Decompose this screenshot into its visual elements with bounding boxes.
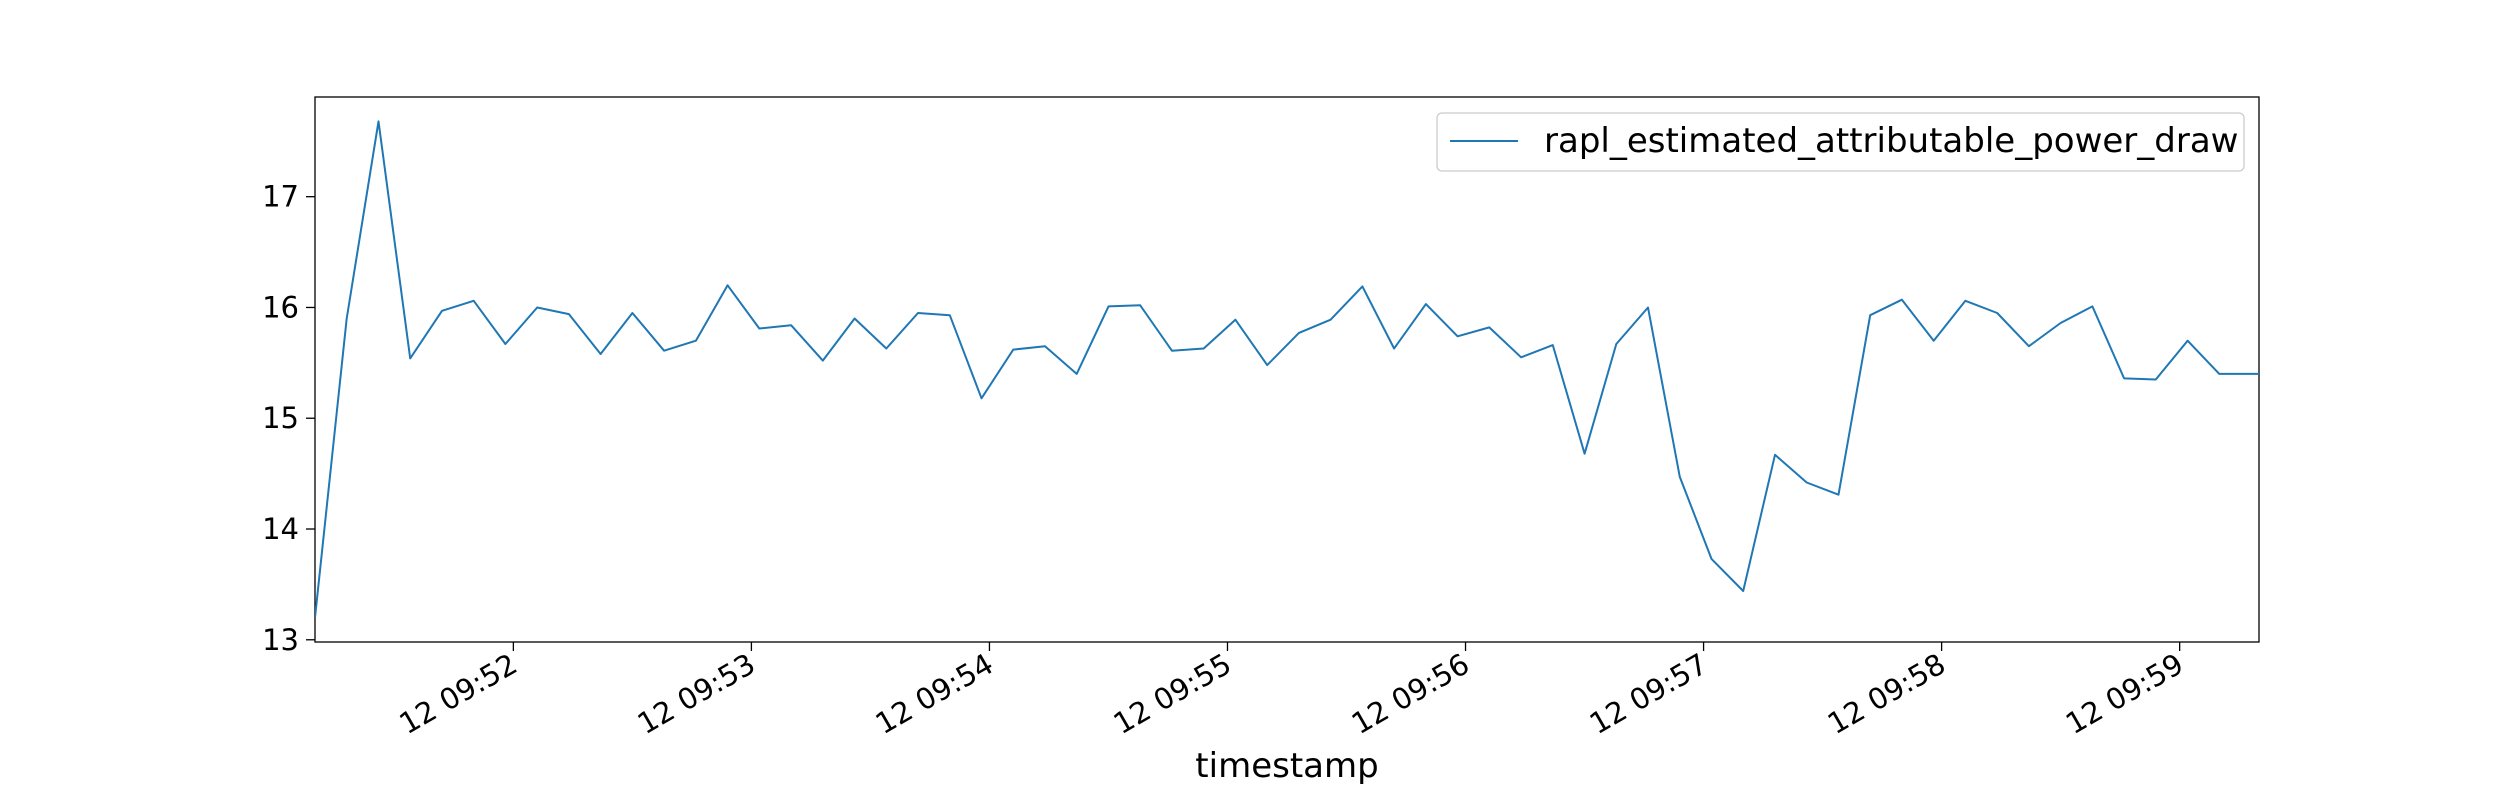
x-tick-label: 12 09:58 xyxy=(1822,647,1951,741)
x-axis-label: timestamp xyxy=(1195,746,1378,786)
plot-area xyxy=(314,96,2260,643)
x-tick-label: 12 09:56 xyxy=(1346,647,1475,741)
y-tick-label: 14 xyxy=(262,512,299,546)
x-tick-label: 12 09:53 xyxy=(632,647,761,741)
legend-label: rapl_estimated_attributable_power_draw xyxy=(1544,121,2239,161)
y-tick-label: 13 xyxy=(262,623,299,657)
x-tick-label: 12 09:57 xyxy=(1584,647,1713,741)
legend-box xyxy=(1436,112,2245,172)
y-tick-label: 15 xyxy=(262,401,299,435)
y-axis: 13 14 15 16 17 xyxy=(262,180,315,657)
x-tick-label: 12 09:54 xyxy=(870,647,999,741)
series-layer xyxy=(315,120,2259,618)
y-tick-label: 16 xyxy=(262,290,299,324)
y-tick-label: 17 xyxy=(262,180,299,214)
x-axis: 12 09:52 12 09:53 12 09:54 12 09:55 12 09:56… xyxy=(394,642,2189,741)
x-tick-label: 12 09:55 xyxy=(1108,647,1237,741)
series-line-0 xyxy=(315,120,2259,618)
legend: rapl_estimated_attributable_power_draw xyxy=(1436,112,2245,172)
plot-area-border xyxy=(314,96,2260,643)
x-tick-label: 12 09:59 xyxy=(2060,647,2189,741)
x-tick-label: 12 09:52 xyxy=(394,647,523,741)
